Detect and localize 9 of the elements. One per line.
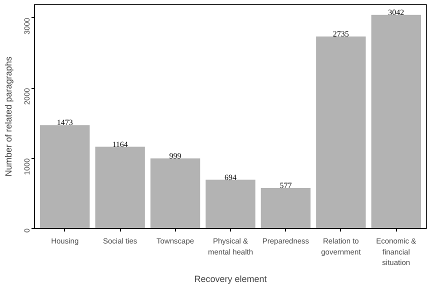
y-axis-title: Number of related paragraphs bbox=[4, 56, 14, 177]
data-label: 1473 bbox=[56, 118, 73, 128]
data-label: 694 bbox=[224, 172, 236, 182]
x-axis-title: Recovery element bbox=[194, 274, 268, 284]
data-label: 1164 bbox=[112, 140, 128, 149]
data-label: 2735 bbox=[332, 29, 349, 38]
data-label: 577 bbox=[280, 180, 292, 190]
data-label: 999 bbox=[169, 151, 182, 160]
data-label: 3042 bbox=[388, 8, 404, 17]
